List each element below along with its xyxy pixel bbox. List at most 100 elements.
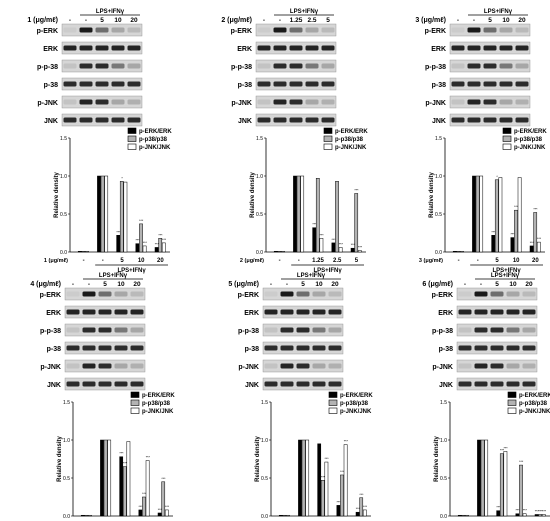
blot-band [280, 291, 294, 297]
legend-entry: p-p38/p38 [139, 137, 168, 143]
significance-label: *** [337, 500, 342, 504]
bar-p-JNK/JNK [286, 514, 290, 517]
bar-p-ERK/ERK [312, 227, 317, 253]
panel-6: LPS+IFNγ 6 (μg/mℓ) - - 5 10 20 p-ERK ERK p-p-38 p-… [422, 273, 550, 520]
blot-band [289, 27, 303, 33]
blot-band [289, 81, 303, 87]
significance-label: *** [332, 238, 337, 242]
blot-band [289, 45, 303, 51]
blot-band [490, 327, 504, 333]
lane-label: 2.5 [307, 17, 316, 24]
significance-label: *** [312, 223, 317, 227]
legend-swatch [130, 391, 140, 398]
significance-label: *** [523, 509, 528, 513]
western-blot: LPS+IFNγ 4 (μg/mℓ) - - 5 10 20 p-ERK ERK p-p-38 p-… [30, 273, 146, 391]
y-tick-label: 1.5 [440, 400, 447, 406]
blot-band [506, 363, 520, 369]
bar-p-JNK/JNK [479, 175, 484, 253]
y-axis-label: Relative density [250, 171, 256, 217]
bar-p-ERK/ERK [510, 237, 515, 253]
blot-band [280, 363, 294, 369]
stimulus-label: LPS+IFNγ [118, 268, 147, 274]
blot-band [98, 363, 112, 369]
blot-band [522, 309, 536, 315]
legend-swatch [130, 399, 140, 406]
bar-p-ERK/ERK [477, 439, 481, 517]
compound-label: 3 (μg/mℓ) [415, 17, 446, 24]
blot-band [82, 381, 96, 387]
blot-band [114, 345, 128, 351]
x-tick-label: - [477, 258, 479, 264]
blot-row-label: JNK [439, 382, 453, 389]
blot-band [130, 363, 144, 369]
bar-chart: 0.0 0.5 1.0 1.5 Relative density p-ERK/ERK p-p… [419, 127, 547, 274]
blot-band [451, 63, 465, 69]
significance-label: *** [519, 460, 524, 464]
blot-band [79, 63, 93, 69]
blot-band [66, 381, 80, 387]
legend-swatch [328, 391, 338, 398]
blot-band [506, 327, 520, 333]
blot-row-label: p-ERK [425, 28, 446, 35]
significance-label: *** [339, 242, 344, 246]
blot-band [312, 327, 326, 333]
compound-label: 1 (μg/mℓ) [27, 17, 58, 24]
lane-label: 20 [331, 281, 339, 288]
blot-band [257, 63, 271, 69]
y-tick-label: 1.0 [435, 174, 442, 180]
legend-entry: p-JNK/JNK [340, 409, 372, 415]
blot-band [321, 81, 335, 87]
western-blot: LPS+IFNγ 6 (μg/mℓ) - - 5 10 20 p-ERK ERK p-p-38 p-… [422, 273, 538, 391]
blot-band [522, 327, 536, 333]
legend-swatch [323, 143, 333, 150]
bar-p-p38/p38 [456, 250, 461, 253]
western-blot: LPS+IFNγ 2 (μg/mℓ) - - 1.25 2.5 5 p-ERK ERK p-p-3… [221, 9, 337, 127]
legend-swatch [502, 135, 512, 142]
blot-row-label: p-p-38 [37, 64, 58, 71]
y-tick-label: 0.0 [63, 514, 70, 520]
blot-band [305, 27, 319, 33]
legend-entry: p-p38/p38 [142, 401, 171, 407]
blot-band [474, 363, 488, 369]
legend-entry: p-JNK/JNK [514, 145, 546, 151]
legend-swatch [127, 143, 137, 150]
blot-band [483, 81, 497, 87]
blot-row-label: p-ERK [238, 292, 259, 299]
bar-p-p38/p38 [359, 497, 364, 517]
blot-band [127, 27, 141, 33]
significance-label: *** [535, 509, 540, 513]
blot-band [451, 45, 465, 51]
significance-label: *** [504, 446, 509, 450]
blot-row-label: p-JNK [425, 100, 446, 107]
significance-label: *** [530, 241, 535, 245]
blot-band [296, 363, 310, 369]
significance-label: *** [542, 509, 547, 513]
blot-row-label: p-38 [238, 82, 253, 89]
bar-p-JNK/JNK [319, 238, 324, 253]
y-tick-label: 1.5 [60, 136, 67, 142]
blot-band [264, 309, 278, 315]
bar-p-JNK/JNK [343, 444, 348, 517]
x-axis-label: 2 (μg/mℓ) [240, 258, 264, 264]
bar-p-JNK/JNK [460, 250, 464, 253]
blot-band [458, 363, 472, 369]
blot-band [127, 117, 141, 123]
y-tick-label: 1.0 [261, 438, 268, 444]
bar-p-JNK/JNK [362, 509, 367, 517]
blot-band [79, 45, 93, 51]
x-tick-label: 5 [120, 258, 124, 264]
blot-band [98, 327, 112, 333]
blot-band [264, 381, 278, 387]
blot-row-label: JNK [44, 118, 58, 125]
legend-swatch [328, 407, 338, 414]
x-tick-label: 10 [513, 258, 520, 264]
legend-entry: p-ERK/ERK [139, 129, 172, 135]
blot-row-label: p-JNK [37, 100, 58, 107]
bar-p-JNK/JNK [300, 175, 305, 253]
blot-band [127, 99, 141, 105]
lane-label: 5 [301, 281, 305, 288]
blot-band [114, 309, 128, 315]
bar-p-ERK/ERK [138, 509, 143, 517]
blot-band [499, 81, 513, 87]
blot-band [296, 345, 310, 351]
